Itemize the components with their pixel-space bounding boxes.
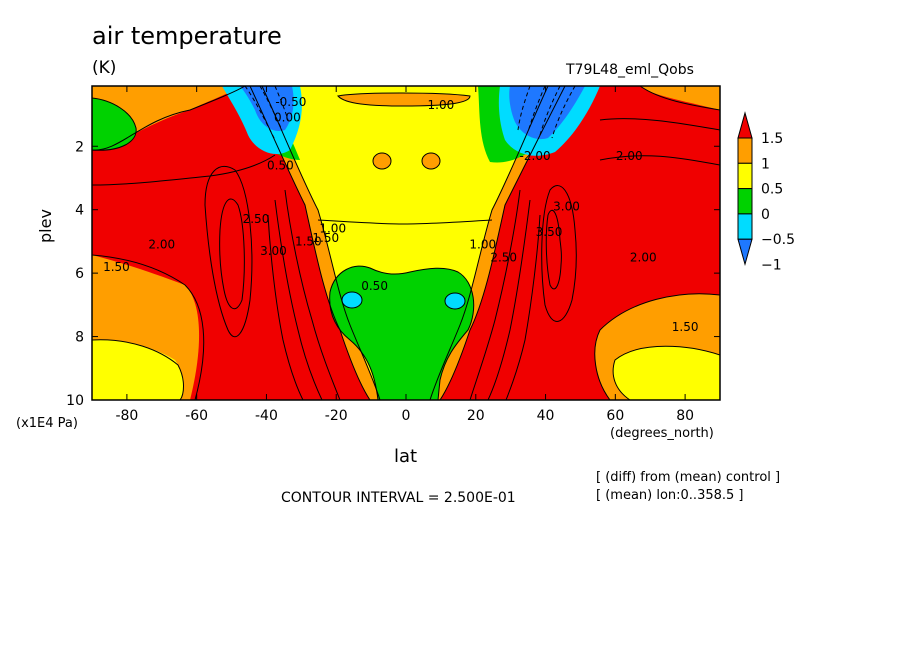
field-cyan-spot-right xyxy=(444,292,466,310)
contour-label: 1.50 xyxy=(312,231,339,245)
y-tick-label: 6 xyxy=(75,266,84,282)
x-tick-label: -60 xyxy=(185,408,208,424)
field-yellow-lower-left xyxy=(92,339,184,400)
chart-title: air temperature xyxy=(92,22,282,50)
field-orange-upper-right xyxy=(640,86,720,110)
x-tick-label: -80 xyxy=(115,408,138,424)
colorbar: 1.5 1 0.5 0 −0.5 −1 xyxy=(737,111,795,274)
colorbar-segment xyxy=(737,137,753,164)
diff-note: [ (diff) from (mean) control ] xyxy=(596,470,781,485)
contour-label: 2.50 xyxy=(490,250,517,264)
field-orange-bubble-right xyxy=(421,152,441,170)
colorbar-label: −0.5 xyxy=(761,232,795,248)
contour-label: 1.00 xyxy=(469,238,496,252)
contour-label: 3.00 xyxy=(260,244,287,258)
x-tick-label: -40 xyxy=(255,408,278,424)
contour-label: 2.00 xyxy=(148,238,175,252)
contour-field xyxy=(92,86,720,400)
y-scale-label: (x1E4 Pa) xyxy=(16,416,78,431)
x-tick-label: 0 xyxy=(402,408,411,424)
contour-label: 1.00 xyxy=(319,222,346,236)
units-label: (K) xyxy=(92,58,117,78)
y-tick-label: 10 xyxy=(66,393,84,409)
colorbar-label: 0.5 xyxy=(761,182,783,198)
colorbar-label: 0 xyxy=(761,207,770,223)
colorbar-segment xyxy=(737,213,753,240)
colorbar-arrow-top xyxy=(737,111,753,139)
colorbar-label: −1 xyxy=(761,258,782,274)
colorbar-arrow-bottom xyxy=(737,238,753,267)
contour-label: 2.50 xyxy=(243,212,270,226)
field-orange-top-strip xyxy=(337,92,471,107)
field-green-upper-left xyxy=(92,98,137,151)
contour-label: 2.00 xyxy=(630,250,657,264)
y-axis: 2 4 6 8 10 xyxy=(66,139,720,409)
x-tick-label: 80 xyxy=(676,408,694,424)
x-tick-label: 20 xyxy=(467,408,485,424)
x-tick-label: -20 xyxy=(325,408,348,424)
contour-label: 3.50 xyxy=(536,225,563,239)
x-unit-label: (degrees_north) xyxy=(610,426,714,441)
x-tick-label: 60 xyxy=(606,408,624,424)
colorbar-label: 1.5 xyxy=(761,131,783,147)
field-blue-left xyxy=(240,86,294,131)
contour-label-layer: 1.00 0.00 -0.50 0.50 -2.00 2.00 2.50 2.00 1.50 3.… xyxy=(103,95,698,334)
contour-label: 1.50 xyxy=(103,260,130,274)
field-green-central xyxy=(329,266,474,400)
field-orange-bubble-left xyxy=(372,152,392,170)
field-blue-right xyxy=(509,86,585,140)
y-tick-label: 4 xyxy=(75,203,84,219)
y-tick-label: 2 xyxy=(75,139,84,155)
run-label: T79L48_eml_Qobs xyxy=(566,62,694,78)
contour-label: 0.00 xyxy=(274,111,301,125)
x-axis-title: lat xyxy=(394,446,418,467)
y-tick-label: 8 xyxy=(75,330,84,346)
contour-label: 1.50 xyxy=(672,320,699,334)
negative-contours xyxy=(244,86,576,141)
contour-label: 1.00 xyxy=(428,98,455,112)
contour-label: -2.00 xyxy=(520,149,551,163)
field-cyan-spot-left xyxy=(341,291,363,309)
field-yellow-lower-right xyxy=(613,346,720,400)
contour-label: 3.00 xyxy=(553,200,580,214)
contour-interval-text: CONTOUR INTERVAL = 2.500E-01 xyxy=(281,490,516,506)
contour-label: 1.50 xyxy=(295,234,322,248)
contour-label: 2.00 xyxy=(616,149,643,163)
field-yellow-central xyxy=(262,86,548,400)
contour-label: -0.50 xyxy=(275,95,306,109)
contour-label: 0.50 xyxy=(361,279,388,293)
colorbar-label: 1 xyxy=(761,156,770,172)
x-axis: -80 -60 -40 -20 0 20 40 60 80 xyxy=(115,86,694,424)
contour-lines xyxy=(92,86,720,400)
contour-label: 0.50 xyxy=(267,158,294,172)
colorbar-segment xyxy=(737,188,753,215)
mean-note: [ (mean) lon:0..358.5 ] xyxy=(596,488,744,503)
colorbar-segment xyxy=(737,162,753,190)
x-tick-label: 40 xyxy=(537,408,555,424)
